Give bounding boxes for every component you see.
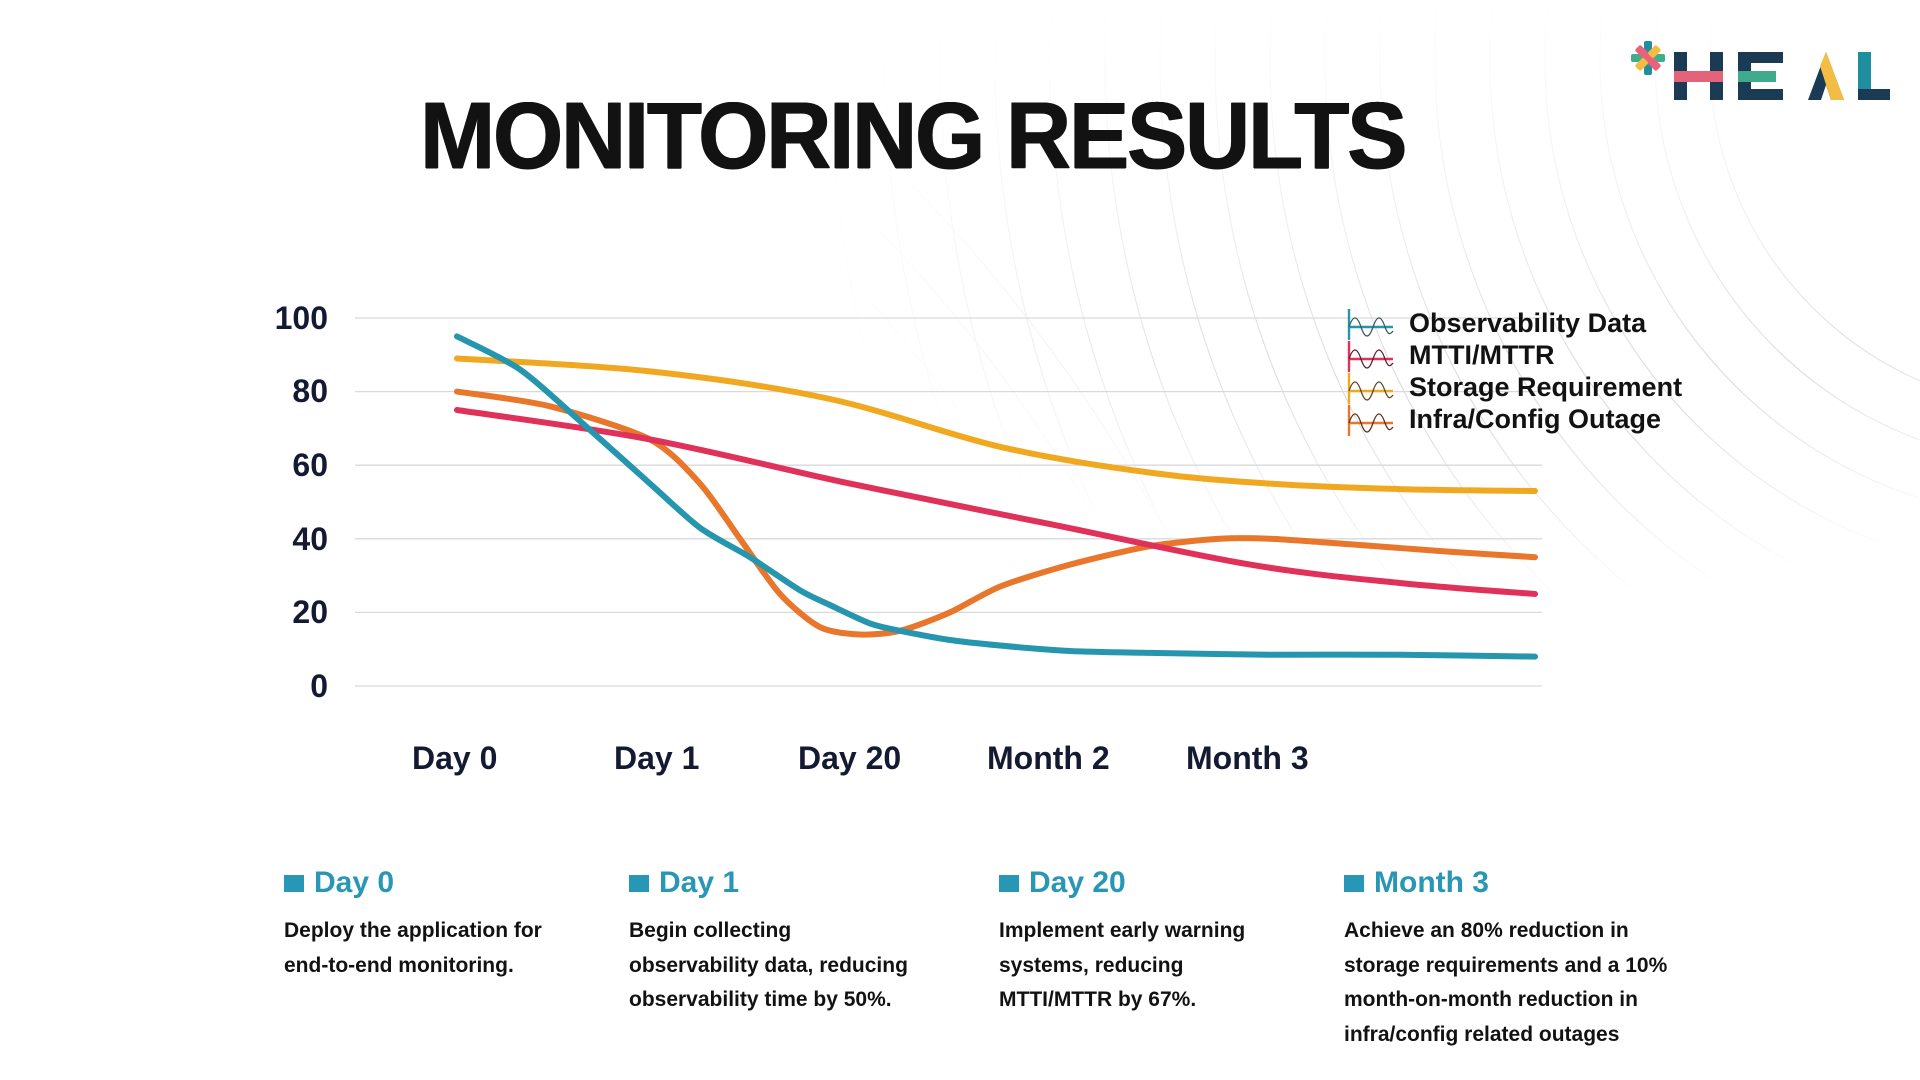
svg-text:Month 2: Month 2 [987, 740, 1110, 776]
svg-text:Storage Requirement: Storage Requirement [1409, 372, 1682, 402]
svg-text:0: 0 [310, 668, 328, 704]
svg-text:Day 20: Day 20 [798, 740, 901, 776]
svg-text:100: 100 [275, 300, 328, 336]
svg-text:Infra/Config Outage: Infra/Config Outage [1409, 404, 1661, 434]
svg-text:80: 80 [292, 373, 328, 409]
svg-text:40: 40 [292, 521, 328, 557]
svg-text:Month 3: Month 3 [1186, 740, 1309, 776]
svg-text:60: 60 [292, 447, 328, 483]
svg-text:Day 1: Day 1 [614, 740, 699, 776]
svg-text:MTTI/MTTR: MTTI/MTTR [1409, 340, 1554, 370]
svg-text:Observability Data: Observability Data [1409, 308, 1647, 338]
svg-text:20: 20 [292, 594, 328, 630]
svg-text:Day 0: Day 0 [412, 740, 497, 776]
